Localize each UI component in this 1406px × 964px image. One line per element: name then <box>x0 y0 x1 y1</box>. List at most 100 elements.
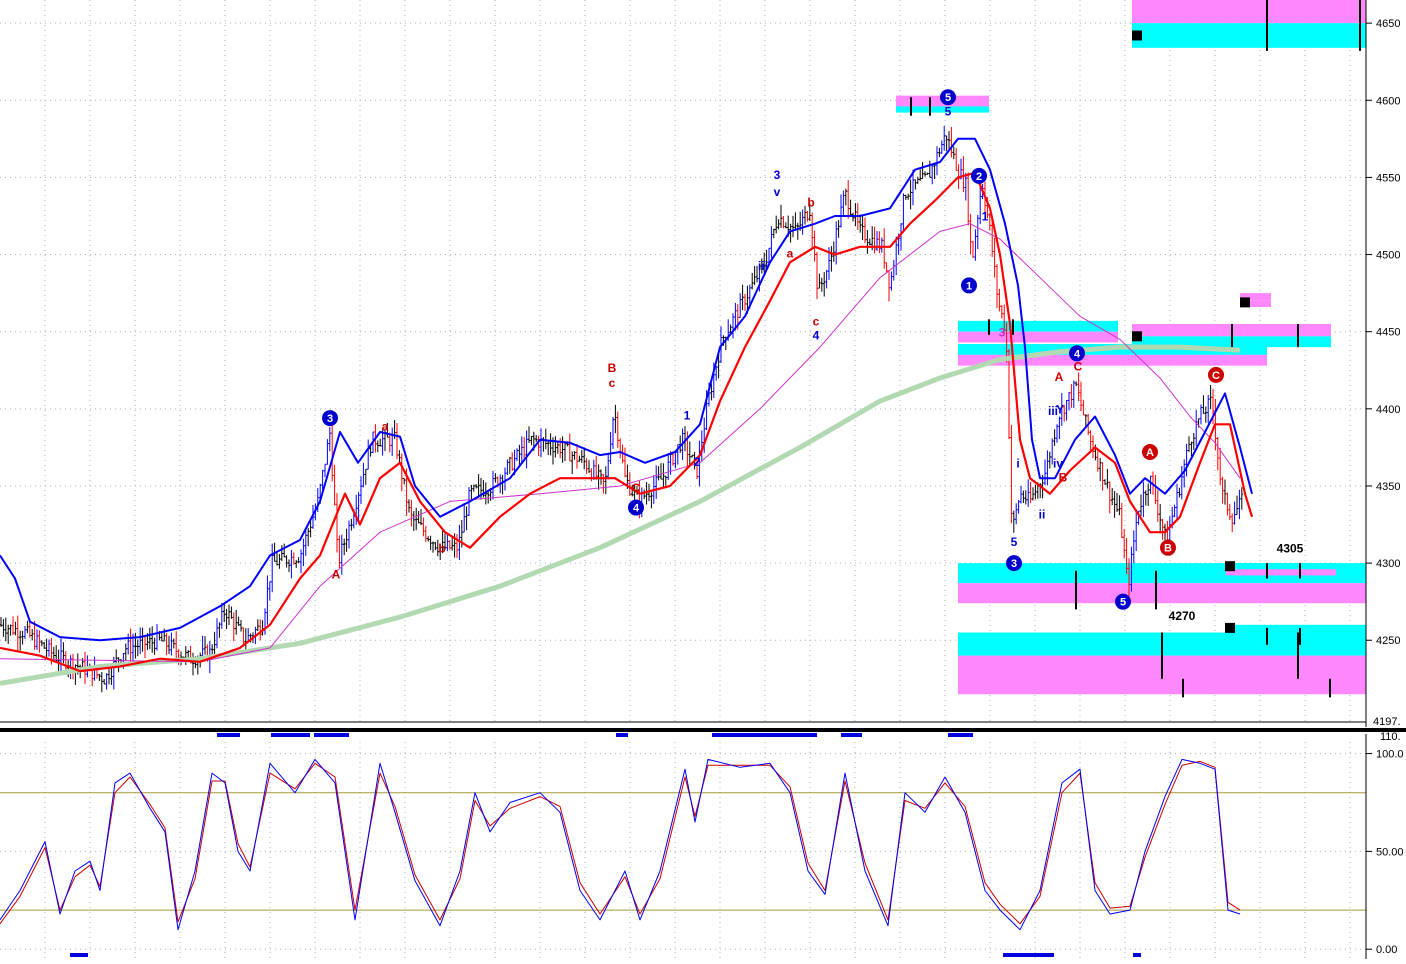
signal-bars-bottom <box>70 953 1141 957</box>
price-bar <box>863 217 867 244</box>
price-bar <box>1113 491 1116 518</box>
price-bar <box>585 458 588 474</box>
price-bar <box>967 172 970 226</box>
price-bar <box>710 383 713 401</box>
price-bar <box>715 365 718 381</box>
price-bar <box>1228 503 1231 520</box>
price-bar <box>847 180 850 219</box>
price-bar <box>767 247 771 265</box>
price-bar <box>328 427 331 452</box>
price-bar <box>278 553 281 569</box>
price-bar <box>691 454 694 458</box>
price-bar <box>597 464 600 490</box>
price-bar <box>988 212 991 231</box>
wave-label: a <box>787 247 794 261</box>
price-bar <box>1019 486 1023 504</box>
wave-label: B <box>1059 470 1068 484</box>
price-bar <box>772 228 775 239</box>
wave-label: C <box>632 481 641 495</box>
price-bar <box>16 615 19 651</box>
price-bar <box>1233 501 1236 525</box>
wave-label: 3 <box>999 325 1006 339</box>
price-bar <box>811 212 814 249</box>
price-bar <box>151 626 154 653</box>
price-bar <box>688 441 691 465</box>
zone-markers <box>910 0 1361 698</box>
price-bar <box>369 446 372 457</box>
price-bar <box>338 535 341 569</box>
price-bar <box>139 627 142 654</box>
price-bar <box>1031 487 1035 501</box>
price-bar <box>268 581 271 601</box>
price-bar <box>535 434 538 442</box>
price-bar <box>899 223 903 251</box>
price-bar <box>223 603 226 623</box>
price-bar <box>1178 487 1181 498</box>
zone-square <box>1132 331 1142 342</box>
price-bar <box>1082 399 1085 416</box>
price-bar <box>475 484 478 489</box>
price-bar <box>309 518 312 538</box>
price-bar <box>1075 381 1078 387</box>
svg-text:C: C <box>1212 370 1220 382</box>
wave-label: c <box>609 376 616 390</box>
wave-label: 5 <box>945 105 952 119</box>
price-bar <box>763 252 766 273</box>
price-bar <box>515 448 519 462</box>
price-bar <box>830 246 833 272</box>
price-bar <box>364 468 367 485</box>
price-bar <box>561 436 564 463</box>
price-bar <box>935 146 939 176</box>
price-tick-label: 4350 <box>1376 481 1400 493</box>
price-bar <box>928 160 931 178</box>
price-bar <box>242 627 245 647</box>
price-bar <box>950 126 953 158</box>
price-bar <box>919 169 922 181</box>
price-bar <box>671 451 675 466</box>
target-zone-band <box>958 320 1118 332</box>
price-bar <box>854 203 857 227</box>
price-bar <box>815 252 819 300</box>
price-bar <box>914 179 917 190</box>
price-bar <box>107 667 111 685</box>
price-bar <box>35 629 39 650</box>
signal-bar <box>70 953 88 957</box>
price-bar <box>1065 399 1068 421</box>
oscillator-line <box>0 758 1241 931</box>
price-bar <box>573 451 576 460</box>
price-bar <box>796 222 799 240</box>
price-bar <box>1187 436 1191 452</box>
price-bar <box>105 673 108 690</box>
price-bar <box>765 249 768 270</box>
price-bar <box>991 219 994 257</box>
price-bar <box>2 619 5 637</box>
price-bar <box>465 506 468 531</box>
price-bar <box>436 539 439 557</box>
price-bar <box>751 272 754 290</box>
circled-wave-label: 5 <box>940 89 956 106</box>
signal-bar <box>712 733 817 737</box>
price-bar <box>0 617 3 627</box>
price-bar <box>376 440 379 453</box>
price-bar <box>213 631 216 659</box>
price-bar <box>1051 438 1054 465</box>
price-bar <box>825 269 828 289</box>
price-bar <box>587 460 591 474</box>
price-bar <box>657 466 660 481</box>
wave-label: 1 <box>684 409 691 423</box>
circled-wave-label: 4 <box>628 499 644 516</box>
price-bar <box>1235 495 1239 516</box>
price-bar <box>1067 392 1071 411</box>
price-bar <box>1132 530 1135 564</box>
price-bar <box>837 220 840 238</box>
price-bar <box>940 140 943 154</box>
price-bar <box>1017 499 1020 514</box>
oscillator-lines <box>0 758 1241 931</box>
price-tick-label: 4650 <box>1376 18 1400 30</box>
price-bar <box>455 534 459 558</box>
price-bar <box>1142 481 1145 518</box>
price-bar <box>1149 475 1152 495</box>
price-bar <box>424 526 427 542</box>
price-bar <box>470 484 473 500</box>
